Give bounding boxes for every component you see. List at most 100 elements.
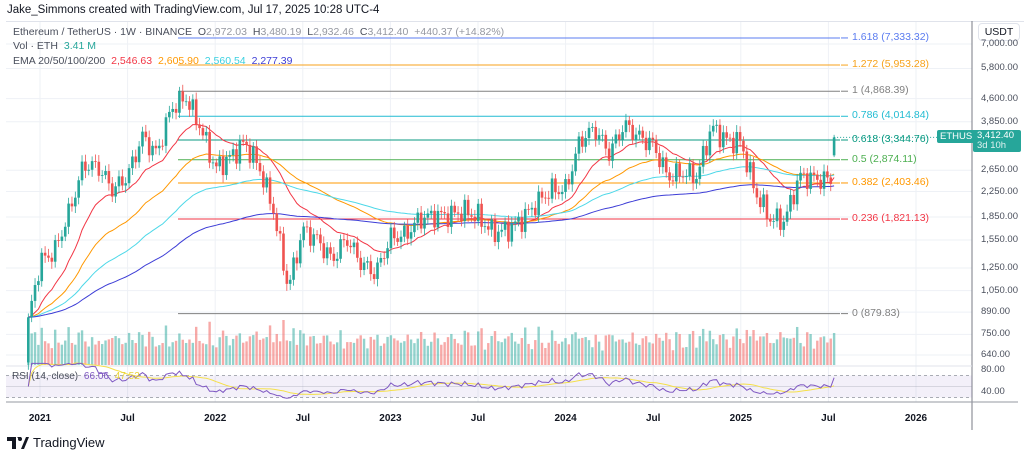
candle-body	[178, 91, 181, 113]
volume-bar	[436, 338, 440, 365]
volume-bar	[278, 341, 282, 365]
candle-body	[607, 148, 611, 161]
volume-bar	[675, 332, 678, 365]
volume-bar	[544, 347, 547, 365]
volume-bar	[30, 333, 33, 365]
candle-body	[389, 227, 393, 249]
candle-body	[530, 207, 534, 210]
candle-body	[748, 162, 752, 173]
volume-bar	[161, 343, 164, 365]
candle-body	[372, 274, 376, 280]
fib-label: 0.382 (2,403.46)	[852, 175, 930, 188]
candle-body	[436, 210, 440, 228]
candle-body	[510, 223, 514, 242]
volume-bar	[728, 347, 732, 365]
volume-bar	[779, 332, 782, 365]
volume-bar	[550, 330, 554, 365]
volume-bar	[231, 338, 235, 365]
volume-bar	[127, 332, 131, 365]
chart-frame[interactable]	[6, 21, 1024, 430]
ema200-value: 2,277.39	[251, 55, 293, 67]
candle-body	[67, 203, 70, 227]
volume-bar	[477, 331, 480, 365]
volume-bar	[594, 334, 597, 365]
candle-body	[685, 176, 688, 178]
candle-body	[742, 140, 745, 152]
time-label: 2025	[729, 413, 752, 424]
volume-bar	[349, 342, 352, 365]
candle-body	[439, 210, 443, 213]
volume-bar	[366, 348, 369, 365]
volume-bar	[309, 336, 312, 365]
candle-body	[476, 203, 480, 222]
time-label: Jul	[295, 413, 311, 424]
volume-bar	[574, 332, 577, 365]
bar-countdown: 3d 10h	[977, 140, 1007, 152]
volume-bar	[507, 336, 510, 365]
candle-body	[141, 131, 144, 147]
candle-body	[117, 176, 121, 187]
candle-body	[728, 137, 732, 139]
volume-bar	[651, 343, 655, 365]
candle-body	[668, 172, 671, 181]
volume-bar	[701, 328, 705, 365]
volume-bar	[715, 344, 718, 365]
candle-body	[204, 131, 208, 136]
candle-body	[181, 91, 185, 102]
candle-body	[382, 257, 386, 259]
candle-body	[617, 134, 621, 140]
volume-bar	[218, 337, 221, 365]
volume-bar	[705, 341, 708, 365]
volume-bar	[571, 334, 574, 365]
volume-bar	[64, 340, 67, 365]
volume-bar	[107, 339, 111, 365]
symbol-title[interactable]: Ethereum / TetherUS · 1W · BINANCE	[13, 26, 192, 38]
candle-body	[127, 168, 131, 184]
candle-body	[486, 226, 490, 230]
candle-body	[40, 252, 44, 282]
ema100-value: 2,560.54	[204, 55, 246, 67]
ema-legend[interactable]: EMA 20/50/100/200 2,546.63 2,605.90 2,56…	[13, 55, 295, 67]
candle-body	[275, 213, 279, 232]
volume-bar	[738, 338, 742, 365]
candle-body	[567, 179, 571, 185]
price-tick: 640.00	[981, 348, 1011, 360]
candle-body	[537, 191, 540, 216]
candle-body	[671, 180, 675, 182]
volume-bar	[446, 337, 450, 365]
candle-body	[483, 226, 487, 228]
volume-bar	[634, 343, 638, 365]
candle-body	[322, 243, 326, 259]
candle-body	[121, 176, 124, 186]
volume-legend[interactable]: Vol · ETH 3.41 M	[13, 40, 99, 52]
candle-body	[194, 99, 198, 125]
price-tick: 7,000.00	[981, 38, 1018, 49]
price-tick: 3,850.00	[981, 115, 1018, 127]
currency-button[interactable]: USDT	[978, 23, 1020, 41]
low-label: L	[307, 26, 314, 38]
volume-bar	[393, 338, 396, 365]
candle-body	[795, 180, 799, 205]
close-value: 3,412.40	[367, 26, 409, 38]
volume-bar	[503, 338, 507, 365]
rsi-legend[interactable]: RSI (14, close) 66.06 47.52	[12, 371, 140, 382]
candle-body	[513, 221, 517, 224]
volume-bar	[466, 332, 470, 365]
candle-body	[345, 240, 349, 246]
candle-body	[419, 212, 423, 229]
volume-bar	[329, 341, 332, 365]
tradingview-logo[interactable]: TradingView	[7, 435, 105, 450]
volume-bar	[80, 330, 84, 365]
volume-bar	[285, 340, 289, 365]
volume-bar	[325, 335, 329, 365]
volume-bar	[376, 334, 379, 365]
volume-bar	[752, 330, 755, 365]
volume-value: 3.41 M	[63, 40, 96, 52]
time-label: 2026	[904, 413, 928, 424]
candle-body	[77, 180, 80, 198]
tradingview-logo-icon	[7, 436, 29, 449]
volume-bar	[769, 342, 772, 365]
volume-bar	[299, 330, 302, 365]
volume-bar	[97, 340, 101, 365]
